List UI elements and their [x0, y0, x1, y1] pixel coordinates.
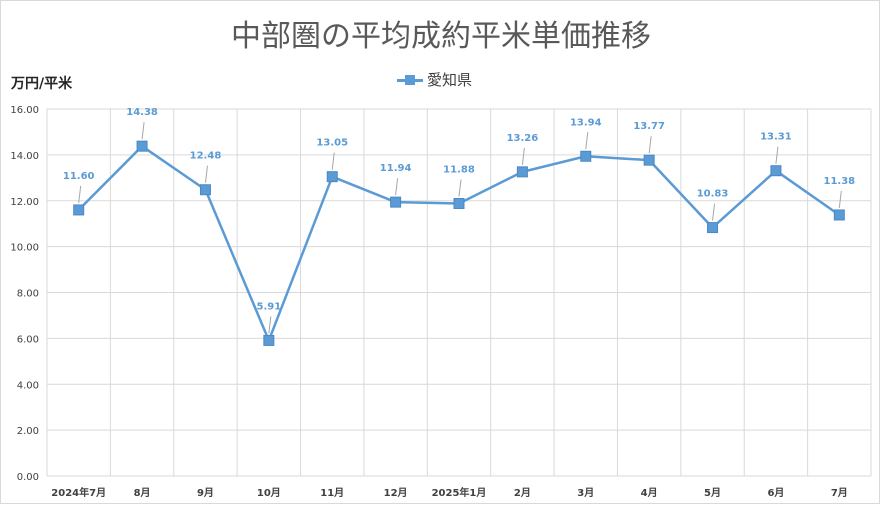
data-point-marker: [73, 204, 85, 216]
x-tick-label: 4月: [641, 487, 658, 499]
data-label: 11.88: [443, 165, 475, 176]
label-leader-line: [331, 152, 335, 170]
label-leader-line: [395, 178, 399, 196]
data-point-marker: [263, 334, 275, 346]
label-leader-line: [141, 122, 145, 140]
label-leader-line: [585, 132, 589, 150]
x-tick-label: 11月: [320, 487, 344, 499]
data-label: 13.77: [633, 121, 665, 132]
y-tick-label: 16.00: [10, 105, 39, 116]
legend-marker-icon: [397, 74, 423, 86]
y-tick-label: 6.00: [17, 334, 39, 345]
legend: 愛知県: [397, 69, 472, 90]
data-point-marker: [453, 198, 465, 210]
label-leader-line: [458, 179, 462, 197]
data-label: 10.83: [697, 189, 729, 200]
data-label: 11.94: [380, 163, 412, 174]
data-point-marker: [516, 166, 528, 178]
label-leader-line: [838, 190, 842, 209]
label-leader-line: [775, 146, 779, 164]
x-tick-label: 7月: [831, 487, 848, 499]
x-tick-label: 2025年1月: [432, 486, 487, 499]
data-point-marker: [390, 196, 402, 208]
x-tick-label: 6月: [767, 487, 784, 499]
data-label: 13.94: [570, 117, 602, 128]
x-tick-label: 9月: [197, 487, 214, 499]
data-label: 14.38: [126, 107, 158, 118]
y-tick-label: 12.00: [10, 197, 39, 208]
label-leader-line: [712, 203, 716, 221]
label-leader-line: [521, 147, 525, 165]
y-tick-label: 0.00: [17, 472, 39, 483]
y-axis-label: 万円/平米: [11, 76, 73, 92]
data-point-marker: [833, 209, 845, 221]
data-label: 11.60: [63, 171, 95, 182]
x-tick-label: 2月: [514, 487, 531, 499]
y-tick-label: 14.00: [10, 151, 39, 162]
y-tick-label: 4.00: [17, 380, 39, 391]
data-point-marker: [707, 222, 719, 234]
data-label: 13.05: [316, 138, 348, 149]
chart-title: 中部圏の平均成約平米単価推移: [231, 19, 651, 54]
data-point-marker: [199, 184, 211, 196]
data-label: 13.26: [507, 133, 539, 144]
label-leader-line: [648, 136, 652, 154]
data-label: 13.31: [760, 132, 792, 143]
x-tick-label: 3月: [577, 487, 594, 499]
data-point-marker: [326, 171, 338, 183]
label-leader-line: [204, 165, 208, 183]
data-label: 12.48: [190, 151, 222, 162]
label-leader-line: [78, 185, 82, 203]
legend-label: 愛知県: [427, 71, 473, 89]
y-tick-label: 2.00: [17, 426, 39, 437]
x-tick-label: 5月: [704, 487, 721, 499]
x-tick-label: 12月: [384, 487, 408, 499]
label-leader-line: [268, 316, 272, 334]
data-point-marker: [136, 140, 148, 152]
data-label: 5.91: [257, 301, 282, 312]
y-tick-label: 10.00: [10, 243, 39, 254]
x-tick-label: 2024年7月: [51, 486, 106, 499]
y-tick-label: 8.00: [17, 289, 39, 300]
x-tick-label: 8月: [134, 487, 151, 499]
data-point-marker: [770, 165, 782, 177]
data-point-marker: [580, 150, 592, 162]
data-point-marker: [643, 154, 655, 166]
x-tick-label: 10月: [257, 487, 281, 499]
data-label: 11.38: [823, 176, 855, 187]
